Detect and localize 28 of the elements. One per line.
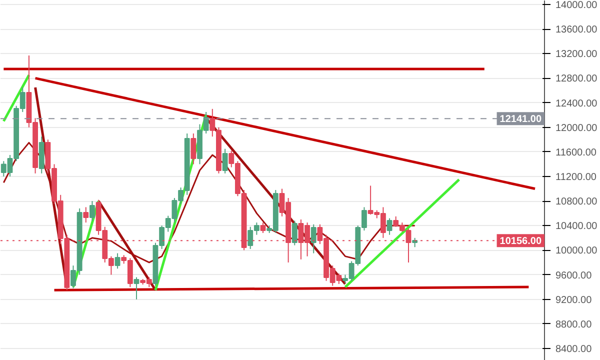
y-tick-label: 14000.00 [556,0,598,11]
y-tick-label: 10000.00 [556,246,598,257]
candlestick [190,132,196,165]
candlestick [386,218,392,236]
y-tick-label: 10800.00 [556,196,598,208]
candlestick [310,224,316,254]
y-tick-label: 8400.00 [556,344,592,355]
y-tick-label: 10400.00 [556,221,598,232]
y-tick-label: 9200.00 [556,294,592,306]
y-tick-label: 13600.00 [556,24,598,36]
ref-line-label: 12141.00 [500,114,542,126]
y-tick-label: 11600.00 [556,147,597,158]
candlestick [260,222,266,234]
candlestick [222,148,228,174]
y-tick-label: 8800.00 [556,319,592,330]
y-tick-label: 12000.00 [556,122,598,134]
y-tick-label: 11200.00 [556,172,597,183]
y-tick-label: 12800.00 [556,74,598,85]
candlestick [292,220,298,246]
y-tick-label: 12400.00 [556,98,598,110]
y-tick-label: 13200.00 [556,49,598,60]
ref-line-label: 10156.00 [500,236,542,248]
candlestick [83,206,89,224]
candlestick [412,237,418,248]
candlestick [134,276,140,300]
candlestick [90,200,95,222]
candlestick [114,252,120,270]
y-tick-label: 9600.00 [556,270,592,282]
